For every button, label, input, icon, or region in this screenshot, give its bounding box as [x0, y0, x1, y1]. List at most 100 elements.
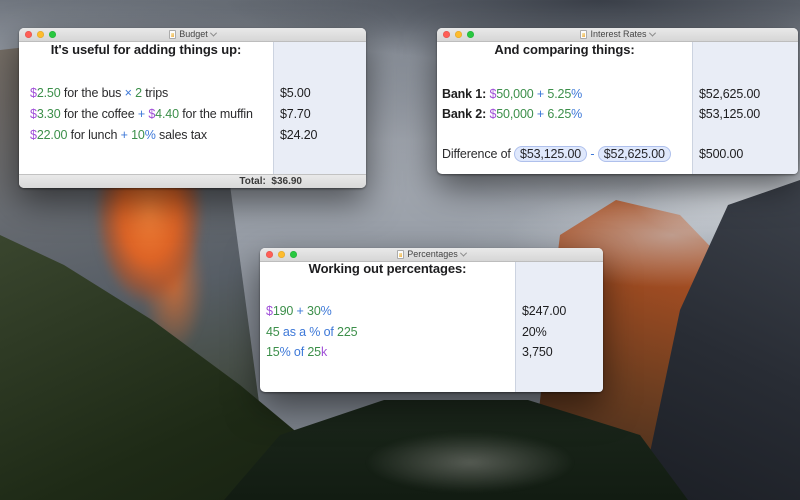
- token-number: 4.40: [155, 107, 179, 121]
- token-operator: +: [533, 87, 548, 101]
- token-number: 3.30: [36, 107, 61, 121]
- document-icon: [397, 250, 405, 259]
- answer-value: 3,750: [522, 345, 553, 359]
- token-currency: $: [148, 107, 156, 121]
- minimize-button[interactable]: [278, 251, 285, 258]
- expression-row[interactable]: Bank 1: $50,000 + 5.25%: [442, 86, 582, 102]
- title-area: Percentages: [260, 248, 603, 261]
- window-title: Percentages: [407, 249, 458, 259]
- traffic-lights: [25, 31, 56, 38]
- talus-slope: [340, 425, 600, 500]
- sheet-header: And comparing things:: [494, 42, 635, 57]
- token-operator: %: [571, 107, 583, 121]
- zoom-button[interactable]: [290, 251, 297, 258]
- window-interest-rates: Interest Rates And comparing things: Ban…: [437, 28, 798, 174]
- minimize-button[interactable]: [455, 31, 462, 38]
- token-number: 190: [272, 304, 294, 318]
- chevron-down-icon[interactable]: [459, 249, 467, 257]
- answer-value: $53,125.00: [699, 107, 761, 121]
- answer-value: $52,625.00: [699, 87, 761, 101]
- total-label: Total: $36.90: [239, 176, 302, 187]
- traffic-lights: [443, 31, 474, 38]
- answer-value: 20%: [522, 325, 547, 339]
- token-operator: ×: [124, 86, 136, 100]
- token-number: 50,000: [496, 107, 534, 121]
- expression-row[interactable]: Difference of $53,125.00 - $52,625.00: [442, 146, 671, 162]
- expression-row[interactable]: $3.30 for the coffee + $4.40 for the muf…: [30, 106, 253, 122]
- expression-row[interactable]: Bank 2: $50,000 + 6.25%: [442, 106, 582, 122]
- titlebar[interactable]: Interest Rates: [437, 28, 798, 42]
- token-operator: +: [293, 304, 308, 318]
- zoom-button[interactable]: [467, 31, 474, 38]
- token-label: Bank 1:: [442, 87, 490, 101]
- token-operator: +: [137, 107, 149, 121]
- token-text: trips: [141, 86, 169, 100]
- token-number: 2.50: [36, 86, 61, 100]
- expression-row[interactable]: $2.50 for the bus × 2 trips: [30, 85, 168, 101]
- token-text: for lunch: [67, 128, 121, 142]
- token-operator: +: [533, 107, 548, 121]
- token-currency: $: [30, 107, 37, 121]
- token-currency: $: [489, 87, 497, 101]
- window-percentages: Percentages Working out percentages: $19…: [260, 248, 603, 392]
- title-area: Interest Rates: [437, 28, 798, 41]
- chevron-down-icon[interactable]: [648, 29, 656, 37]
- answer-value: $7.70: [280, 107, 311, 121]
- token-currency: $: [489, 107, 497, 121]
- close-button[interactable]: [443, 31, 450, 38]
- token-operator: %: [320, 304, 332, 318]
- window-title: Interest Rates: [590, 29, 647, 39]
- document-icon: [580, 30, 588, 39]
- answer-value: $247.00: [522, 304, 567, 318]
- expression-row[interactable]: $190 + 30%: [266, 303, 332, 319]
- token-label: Bank 2:: [442, 107, 490, 121]
- token-operator: +: [120, 128, 132, 142]
- token-number: 6.25: [547, 107, 572, 121]
- token-number: 30: [307, 304, 321, 318]
- expression-row[interactable]: $22.00 for lunch + 10% sales tax: [30, 127, 207, 143]
- answer-column: [515, 262, 603, 392]
- zoom-button[interactable]: [49, 31, 56, 38]
- token-pill[interactable]: $52,625.00: [597, 146, 671, 162]
- token-text: Difference of: [442, 147, 515, 161]
- traffic-lights: [266, 251, 297, 258]
- token-unit: k: [320, 345, 328, 359]
- expression-row[interactable]: 45 as a % of 225: [266, 324, 358, 340]
- token-currency: $: [30, 128, 37, 142]
- titlebar[interactable]: Percentages: [260, 248, 603, 262]
- sheet-header: It's useful for adding things up:: [50, 42, 242, 57]
- answer-value: $24.20: [280, 128, 318, 142]
- token-currency: $: [30, 86, 37, 100]
- token-number: 25: [307, 345, 321, 359]
- expression-row[interactable]: 15% of 25k: [266, 344, 327, 360]
- answer-value: $500.00: [699, 147, 744, 161]
- window-title: Budget: [179, 29, 208, 39]
- titlebar[interactable]: Budget: [19, 28, 366, 42]
- status-bar: Total: $36.90: [19, 174, 366, 188]
- token-number: 45: [266, 325, 280, 339]
- token-currency: $: [266, 304, 273, 318]
- token-pill[interactable]: $53,125.00: [514, 146, 588, 162]
- token-number: 50,000: [496, 87, 534, 101]
- token-operator: as a % of: [279, 325, 338, 339]
- token-number: 22.00: [36, 128, 68, 142]
- token-number: 2: [135, 86, 142, 100]
- answer-column: [273, 42, 366, 174]
- token-text: sales tax: [155, 128, 207, 142]
- answer-column: [692, 42, 798, 174]
- token-text: for the muffin: [178, 107, 253, 121]
- token-number: 225: [337, 325, 358, 339]
- chevron-down-icon[interactable]: [209, 29, 217, 37]
- close-button[interactable]: [266, 251, 273, 258]
- close-button[interactable]: [25, 31, 32, 38]
- token-number: 5.25: [547, 87, 572, 101]
- token-number: 15: [266, 345, 280, 359]
- token-number: 10: [131, 128, 145, 142]
- token-text: for the bus: [60, 86, 125, 100]
- token-operator: -: [587, 147, 598, 161]
- answer-value: $5.00: [280, 86, 311, 100]
- sheet-header: Working out percentages:: [308, 261, 467, 276]
- token-text: for the coffee: [60, 107, 138, 121]
- minimize-button[interactable]: [37, 31, 44, 38]
- token-operator: %: [571, 87, 583, 101]
